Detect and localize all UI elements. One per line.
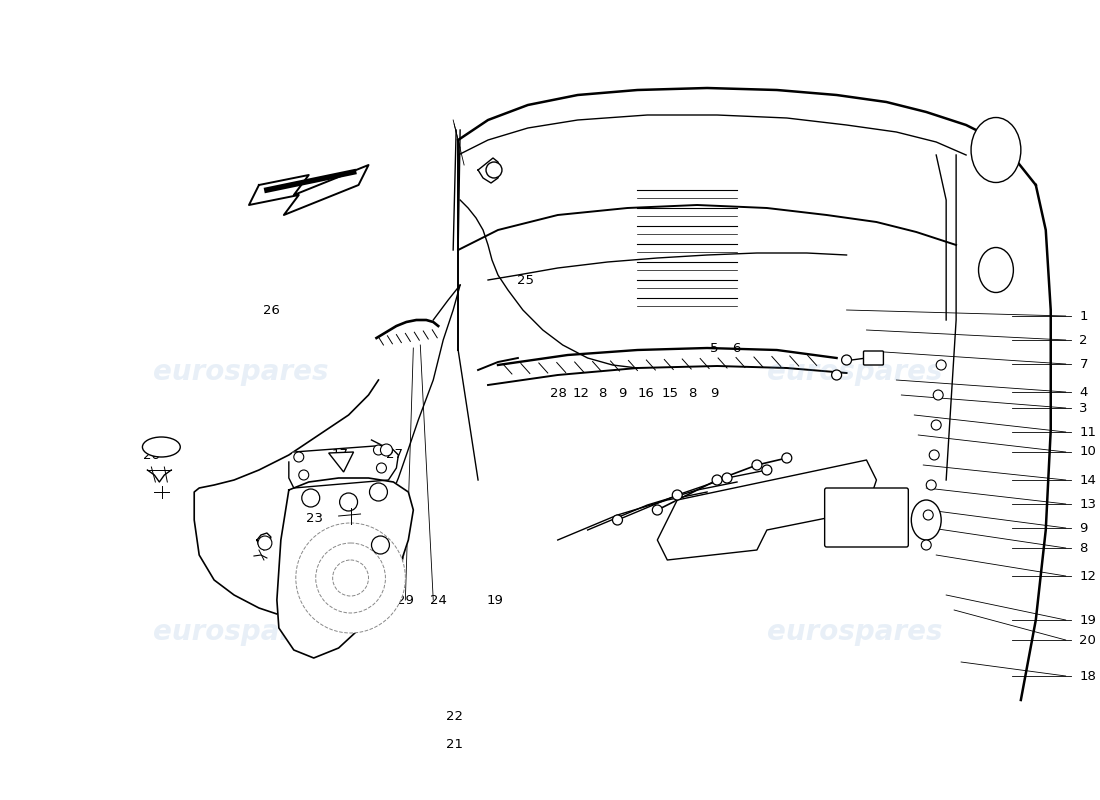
Circle shape	[294, 452, 304, 462]
Text: 25: 25	[517, 274, 535, 286]
Text: 23: 23	[306, 512, 323, 525]
Text: 28: 28	[550, 387, 568, 400]
Circle shape	[296, 523, 406, 633]
FancyBboxPatch shape	[825, 488, 909, 547]
Text: 8: 8	[689, 387, 696, 400]
Text: 19: 19	[1079, 614, 1097, 626]
Text: 15: 15	[662, 387, 679, 400]
Text: 24: 24	[430, 594, 447, 606]
Text: 2: 2	[1079, 334, 1088, 346]
Text: 9: 9	[1079, 522, 1088, 534]
Text: 16: 16	[638, 387, 654, 400]
Circle shape	[316, 543, 385, 613]
Text: 1: 1	[1079, 310, 1088, 322]
Text: 6: 6	[732, 342, 740, 354]
Circle shape	[370, 483, 387, 501]
Text: 21: 21	[447, 738, 463, 750]
Circle shape	[933, 390, 943, 400]
Circle shape	[372, 536, 389, 554]
Text: 26: 26	[143, 450, 160, 462]
Circle shape	[832, 370, 842, 380]
Text: eurospares: eurospares	[767, 618, 943, 646]
Circle shape	[930, 450, 939, 460]
Ellipse shape	[142, 437, 180, 457]
Circle shape	[842, 355, 851, 365]
Text: 4: 4	[1079, 386, 1088, 398]
Text: 9: 9	[618, 387, 627, 400]
Text: 14: 14	[1079, 474, 1097, 486]
Text: eurospares: eurospares	[767, 358, 943, 386]
Ellipse shape	[979, 247, 1013, 293]
Text: 20: 20	[1079, 634, 1097, 646]
Polygon shape	[289, 445, 398, 488]
Circle shape	[932, 420, 942, 430]
Polygon shape	[658, 460, 877, 560]
Circle shape	[923, 510, 933, 520]
Ellipse shape	[911, 500, 942, 540]
Circle shape	[374, 445, 384, 455]
Text: 9: 9	[711, 387, 718, 400]
Circle shape	[712, 475, 722, 485]
Circle shape	[299, 470, 309, 480]
Text: 13: 13	[1079, 498, 1097, 510]
Text: 18: 18	[1079, 670, 1097, 682]
Circle shape	[922, 540, 932, 550]
Text: 3: 3	[1079, 402, 1088, 414]
Circle shape	[752, 460, 762, 470]
Text: 17: 17	[331, 448, 348, 461]
Circle shape	[486, 162, 502, 178]
Circle shape	[936, 360, 946, 370]
Text: 19: 19	[487, 594, 504, 606]
Circle shape	[301, 489, 320, 507]
Circle shape	[782, 453, 792, 463]
Text: 5: 5	[711, 342, 718, 354]
Polygon shape	[277, 478, 414, 658]
Ellipse shape	[971, 118, 1021, 182]
Circle shape	[926, 480, 936, 490]
Text: 8: 8	[598, 387, 607, 400]
Circle shape	[762, 465, 772, 475]
Circle shape	[722, 473, 732, 483]
Polygon shape	[249, 165, 368, 215]
Circle shape	[672, 490, 682, 500]
Circle shape	[381, 444, 393, 456]
Circle shape	[613, 515, 623, 525]
Text: 10: 10	[1079, 446, 1097, 458]
Text: 29: 29	[397, 594, 414, 606]
Circle shape	[376, 463, 386, 473]
Text: 22: 22	[447, 710, 463, 722]
Polygon shape	[329, 452, 353, 472]
Circle shape	[258, 536, 272, 550]
Circle shape	[340, 493, 358, 511]
FancyBboxPatch shape	[864, 351, 883, 365]
Circle shape	[332, 560, 368, 596]
Text: 11: 11	[1079, 426, 1097, 438]
Text: 8: 8	[1079, 542, 1088, 554]
Text: eurospares: eurospares	[153, 358, 329, 386]
Text: 7: 7	[1079, 358, 1088, 370]
Text: 26: 26	[263, 304, 280, 317]
Circle shape	[652, 505, 662, 515]
Text: 12: 12	[1079, 570, 1097, 582]
Text: 27: 27	[386, 448, 403, 461]
Text: eurospares: eurospares	[153, 618, 329, 646]
Text: 12: 12	[572, 387, 590, 400]
